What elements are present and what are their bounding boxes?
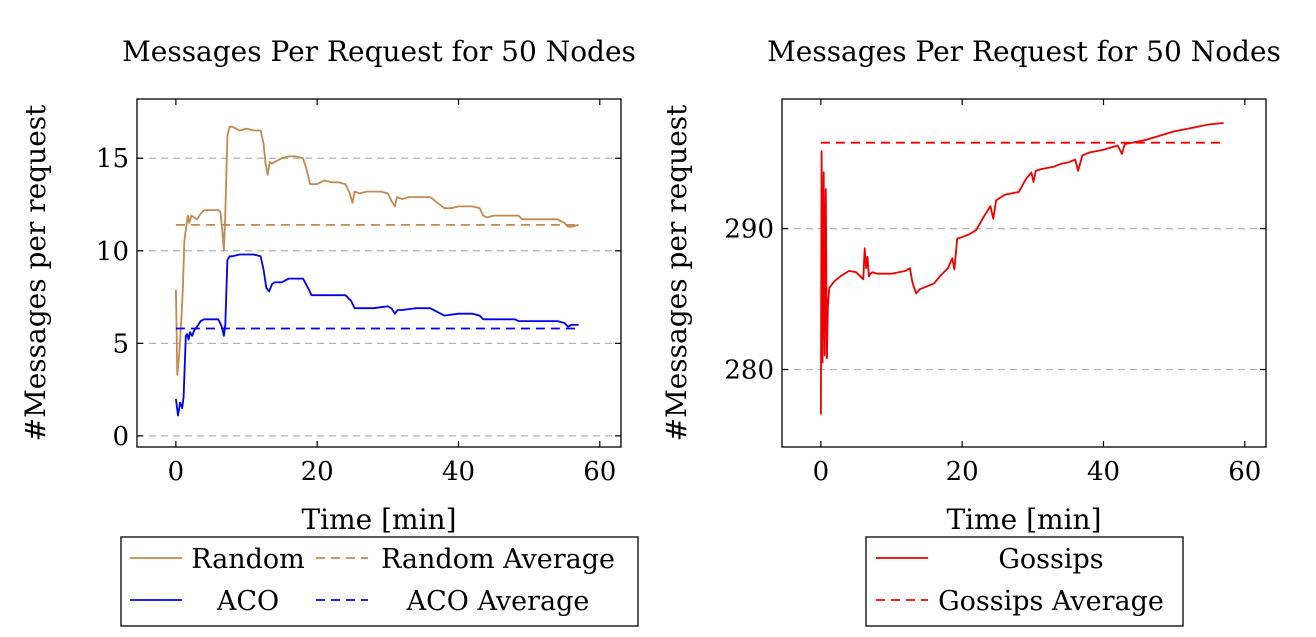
x-tick-label: 40 [1087,457,1120,487]
y-tick-label: 5 [112,329,129,359]
y-tick-label: 290 [724,215,774,245]
chart-2: Messages Per Request for 50 Nodes 0 20 40 60… [660,35,1281,627]
y-tick-label: 280 [724,356,774,386]
legend-label: ACO Average [406,586,590,617]
x-tick-label: 60 [1228,457,1261,487]
legend: Gossips Gossips Average [865,536,1184,627]
x-tick-label: 0 [168,457,185,487]
x-tick-label: 0 [813,457,830,487]
plot-frame [781,98,1267,448]
x-tick-label: 20 [301,457,334,487]
x-axis-label: Time [min] [301,503,456,536]
legend-label: ACO [216,586,279,617]
series-line-random [175,125,579,376]
legend-label: Random Average [381,544,615,575]
plot-frame [136,98,622,448]
y-tick-label: 15 [96,144,129,174]
legend-label: Random [191,544,305,575]
legend: Random Random Average ACO ACO Average [120,536,639,627]
x-tick-label: 60 [583,457,616,487]
x-tick-label: 40 [442,457,475,487]
legend-frame [120,536,639,627]
chart-1: Messages Per Request for 50 Nodes 0 20 40 60… [19,35,639,627]
y-axis-label: #Messages per request [19,104,52,442]
y-tick-label: 10 [96,237,129,267]
x-axis-label: Time [min] [946,503,1101,536]
y-axis-label: #Messages per request [660,104,693,442]
legend-frame [865,536,1184,627]
legend-label: Gossips [998,544,1103,575]
series-line-aco [175,253,579,417]
y-tick-label: 0 [112,422,129,452]
chart-title: Messages Per Request for 50 Nodes [122,35,636,68]
chart-title: Messages Per Request for 50 Nodes [767,35,1281,68]
x-tick-label: 20 [946,457,979,487]
legend-label: Gossips Average [938,586,1164,617]
series-line-gossips [820,122,1224,415]
